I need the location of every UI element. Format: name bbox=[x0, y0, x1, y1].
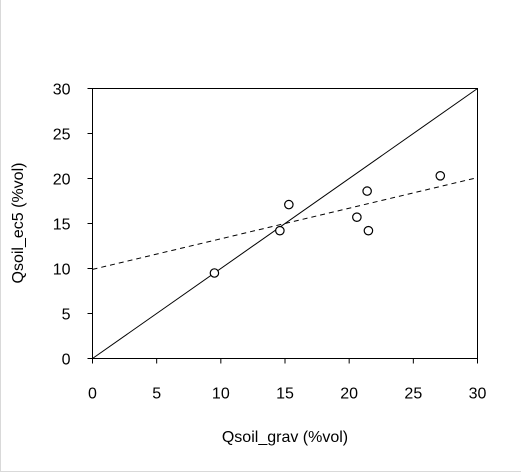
x-tick-label: 15 bbox=[276, 386, 294, 403]
x-axis-ticks: 0 5 10 15 20 25 30 bbox=[88, 358, 487, 403]
y-tick-label: 30 bbox=[53, 82, 71, 99]
data-point bbox=[363, 225, 374, 236]
y-tick-label: 5 bbox=[62, 307, 71, 324]
x-axis-title: Qsoil_grav (%vol) bbox=[222, 429, 348, 446]
reference-lines bbox=[92, 88, 478, 359]
y-tick-label: 10 bbox=[53, 262, 71, 279]
x-tick-label: 25 bbox=[404, 386, 422, 403]
data-point bbox=[362, 186, 372, 196]
y-tick-label: 15 bbox=[53, 217, 71, 234]
one-to-one-line bbox=[92, 88, 478, 359]
y-tick-label: 25 bbox=[53, 127, 71, 144]
y-tick-label: 0 bbox=[62, 352, 71, 369]
y-tick-label: 20 bbox=[53, 172, 71, 189]
x-tick-label: 10 bbox=[212, 386, 230, 403]
data-point bbox=[435, 171, 446, 181]
y-axis-ticks: 0 5 10 15 20 25 30 bbox=[53, 82, 93, 369]
regression-line bbox=[92, 177, 478, 270]
y-axis-title: Qsoil_ec5 (%vol) bbox=[10, 163, 27, 284]
data-point bbox=[352, 212, 362, 222]
x-tick-label: 30 bbox=[469, 386, 487, 403]
x-tick-label: 0 bbox=[88, 386, 97, 403]
x-tick-label: 20 bbox=[340, 386, 358, 403]
x-tick-label: 5 bbox=[152, 386, 161, 403]
data-point bbox=[275, 225, 285, 236]
data-point bbox=[209, 268, 220, 278]
data-points bbox=[209, 171, 446, 278]
data-point bbox=[284, 199, 294, 210]
